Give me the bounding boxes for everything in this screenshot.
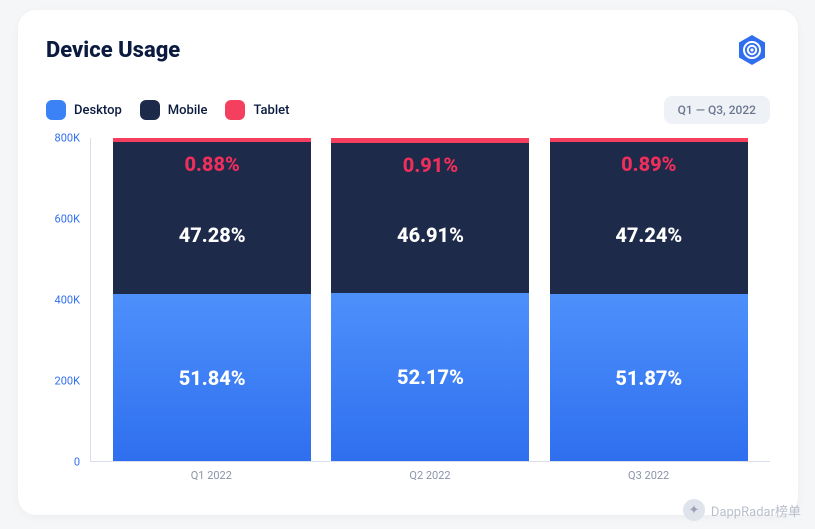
segment-mobile: 0.89%47.24%	[550, 142, 748, 294]
legend-item-tablet[interactable]: Tablet	[225, 100, 289, 120]
legend-item-desktop[interactable]: Desktop	[46, 100, 122, 120]
brand-logo-icon	[734, 32, 770, 68]
card-header: Device Usage	[46, 32, 770, 68]
segment-label-mobile: 47.28%	[179, 176, 246, 294]
legend-swatch-mobile	[140, 100, 160, 120]
segment-label-desktop: 51.84%	[179, 366, 246, 390]
legend: Desktop Mobile Tablet	[46, 100, 289, 120]
x-tick-label: Q3 2022	[550, 469, 748, 482]
bars-container: 0.88%47.28%51.84%0.91%46.91%52.17%0.89%4…	[91, 138, 770, 461]
x-tick-label: Q2 2022	[331, 469, 529, 482]
y-axis: 0200K400K600K800K	[46, 138, 86, 488]
chart-card: Device Usage Desktop Mobile Tablet	[18, 10, 798, 515]
segment-desktop: 52.17%	[331, 293, 529, 461]
legend-swatch-desktop	[46, 100, 66, 120]
chart: 0200K400K600K800K 0.88%47.28%51.84%0.91%…	[46, 138, 770, 488]
bar: 0.91%46.91% 52.17%	[331, 138, 529, 461]
segment-label-mobile: 47.24%	[615, 176, 682, 294]
time-range-pill[interactable]: Q1 — Q3, 2022	[664, 96, 770, 124]
chart-title: Device Usage	[46, 38, 180, 63]
bar: 0.89%47.24% 51.87%	[550, 138, 748, 461]
x-axis: Q1 2022 Q2 2022 Q3 2022	[90, 462, 770, 488]
segment-label-mobile: 46.91%	[397, 177, 464, 294]
segment-mobile: 0.88%47.28%	[113, 142, 311, 294]
plot: 0.88%47.28%51.84%0.91%46.91%52.17%0.89%4…	[90, 138, 770, 488]
segment-label-tablet: 0.91%	[403, 153, 458, 177]
plot-area: 0.88%47.28%51.84%0.91%46.91%52.17%0.89%4…	[90, 138, 770, 462]
y-tick: 200K	[55, 375, 80, 388]
y-tick: 0	[74, 456, 80, 469]
segment-label-tablet: 0.89%	[621, 152, 676, 176]
segment-mobile: 0.91%46.91%	[331, 143, 529, 294]
x-tick-label: Q1 2022	[112, 469, 310, 482]
segment-label-desktop: 51.87%	[615, 366, 682, 390]
segment-label-tablet: 0.88%	[184, 152, 239, 176]
y-tick: 400K	[55, 294, 80, 307]
legend-label-desktop: Desktop	[74, 103, 122, 118]
y-tick: 600K	[55, 213, 80, 226]
legend-swatch-tablet	[225, 100, 245, 120]
controls-row: Desktop Mobile Tablet Q1 — Q3, 2022	[46, 96, 770, 124]
segment-desktop: 51.84%	[113, 294, 311, 461]
legend-item-mobile[interactable]: Mobile	[140, 100, 208, 120]
y-tick: 800K	[55, 132, 80, 145]
segment-label-desktop: 52.17%	[397, 365, 464, 389]
legend-label-tablet: Tablet	[253, 103, 289, 118]
bar: 0.88%47.28% 51.84%	[113, 138, 311, 461]
segment-desktop: 51.87%	[550, 294, 748, 461]
legend-label-mobile: Mobile	[168, 103, 208, 118]
